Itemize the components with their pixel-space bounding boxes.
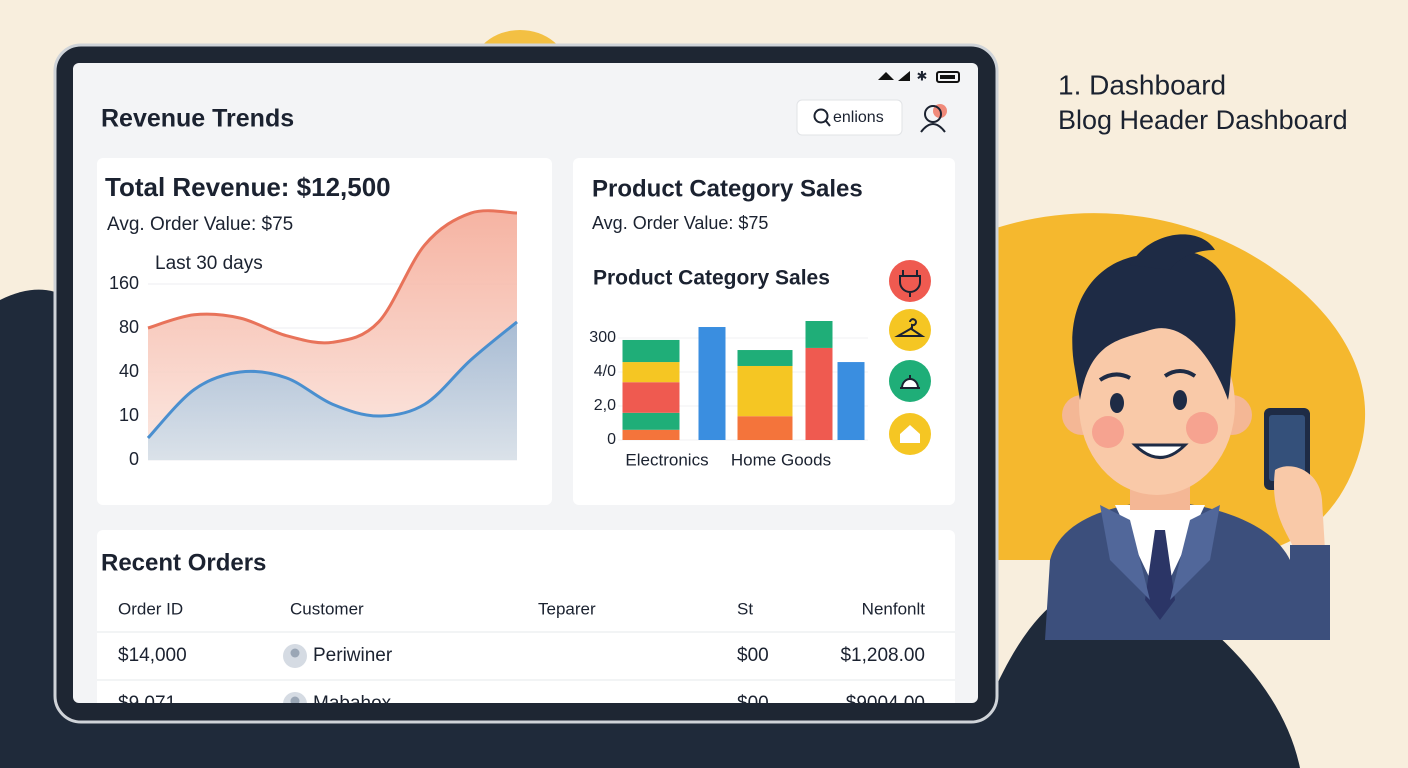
bar-segment bbox=[622, 339, 680, 363]
y-tick-label: 0 bbox=[129, 449, 139, 469]
table-cell: Periwiner bbox=[313, 645, 393, 666]
user-icon[interactable] bbox=[920, 104, 947, 133]
bar-segment bbox=[622, 382, 680, 413]
table-cell: $00 bbox=[737, 693, 769, 714]
orders-title: Recent Orders bbox=[101, 549, 266, 576]
bar-segment bbox=[698, 327, 726, 440]
revenue-title: Total Revenue: $12,500 bbox=[105, 172, 391, 202]
person-illustration bbox=[1045, 234, 1330, 640]
bar-segment bbox=[837, 362, 865, 440]
x-tick-label: Home Goods bbox=[731, 450, 831, 469]
line bbox=[146, 320, 518, 440]
bar-chart-title: Product Category Sales bbox=[593, 267, 830, 290]
bar-segment bbox=[737, 365, 793, 417]
search-text: enlions bbox=[833, 109, 884, 126]
avatar-head bbox=[290, 648, 300, 658]
orders-table: Order ID Customer Teparer St Nenfonlt $14,000… bbox=[97, 599, 955, 714]
search-icon-handle bbox=[825, 120, 831, 127]
table-cell: $9004.00 bbox=[846, 693, 925, 714]
header-title: Revenue Trends bbox=[101, 105, 294, 133]
bar-segment bbox=[805, 347, 833, 440]
table-cell: $1,208.00 bbox=[840, 645, 925, 666]
category-icons bbox=[889, 260, 931, 455]
y-tick-label: 0 bbox=[607, 431, 616, 448]
search-icon bbox=[813, 108, 829, 124]
bar-chart: 0 2,0 4/0 300 Electronics Home Goods bbox=[589, 321, 868, 469]
category-title: Product Category Sales bbox=[592, 175, 863, 202]
y-tick-label: 80 bbox=[119, 317, 139, 337]
bar-segment bbox=[622, 412, 680, 430]
y-tick-label: 10 bbox=[119, 405, 139, 425]
column-header: St bbox=[737, 599, 753, 618]
bar-segment bbox=[737, 416, 793, 440]
column-header: Customer bbox=[290, 599, 364, 618]
table-cell: $00 bbox=[737, 645, 769, 666]
column-header: Nenfonlt bbox=[862, 599, 926, 618]
avatar bbox=[283, 692, 307, 703]
bar-segment bbox=[622, 429, 680, 440]
area bbox=[148, 321, 517, 460]
y-tick-label: 40 bbox=[119, 361, 139, 381]
y-tick-label: 4/0 bbox=[594, 363, 616, 380]
revenue-subtitle: Avg. Order Value: $75 bbox=[107, 214, 293, 235]
bar-segment bbox=[622, 362, 680, 383]
line bbox=[147, 209, 518, 345]
status-bar: ✱ bbox=[878, 68, 960, 83]
search-box[interactable] bbox=[796, 99, 903, 136]
table-cell: $14,000 bbox=[118, 645, 187, 666]
y-tick-label: 300 bbox=[589, 329, 616, 346]
x-tick-label: Electronics bbox=[625, 450, 708, 469]
table-cell: Mabahox bbox=[313, 693, 392, 714]
screen: ✱ Revenue Trends enlions Total Revenue: … bbox=[73, 63, 978, 714]
category-subtitle: Avg. Order Value: $75 bbox=[592, 213, 768, 233]
side-heading: 1. Dashboard bbox=[1058, 69, 1226, 100]
bar-segment bbox=[805, 321, 833, 348]
y-tick-label: 2,0 bbox=[594, 397, 616, 414]
line-chart: 0 10 40 80 160 bbox=[109, 209, 518, 469]
table-cell: $9,071 bbox=[118, 693, 176, 714]
column-header: Order ID bbox=[118, 599, 183, 618]
column-header: Teparer bbox=[538, 599, 596, 618]
y-tick-label: 160 bbox=[109, 273, 139, 293]
chart-subtitle: Last 30 days bbox=[155, 253, 263, 274]
status-icon: ✱ bbox=[917, 68, 928, 83]
side-subheading: Blog Header Dashboard bbox=[1058, 105, 1348, 135]
bar-segment bbox=[737, 350, 793, 366]
avatar-head bbox=[290, 696, 300, 703]
